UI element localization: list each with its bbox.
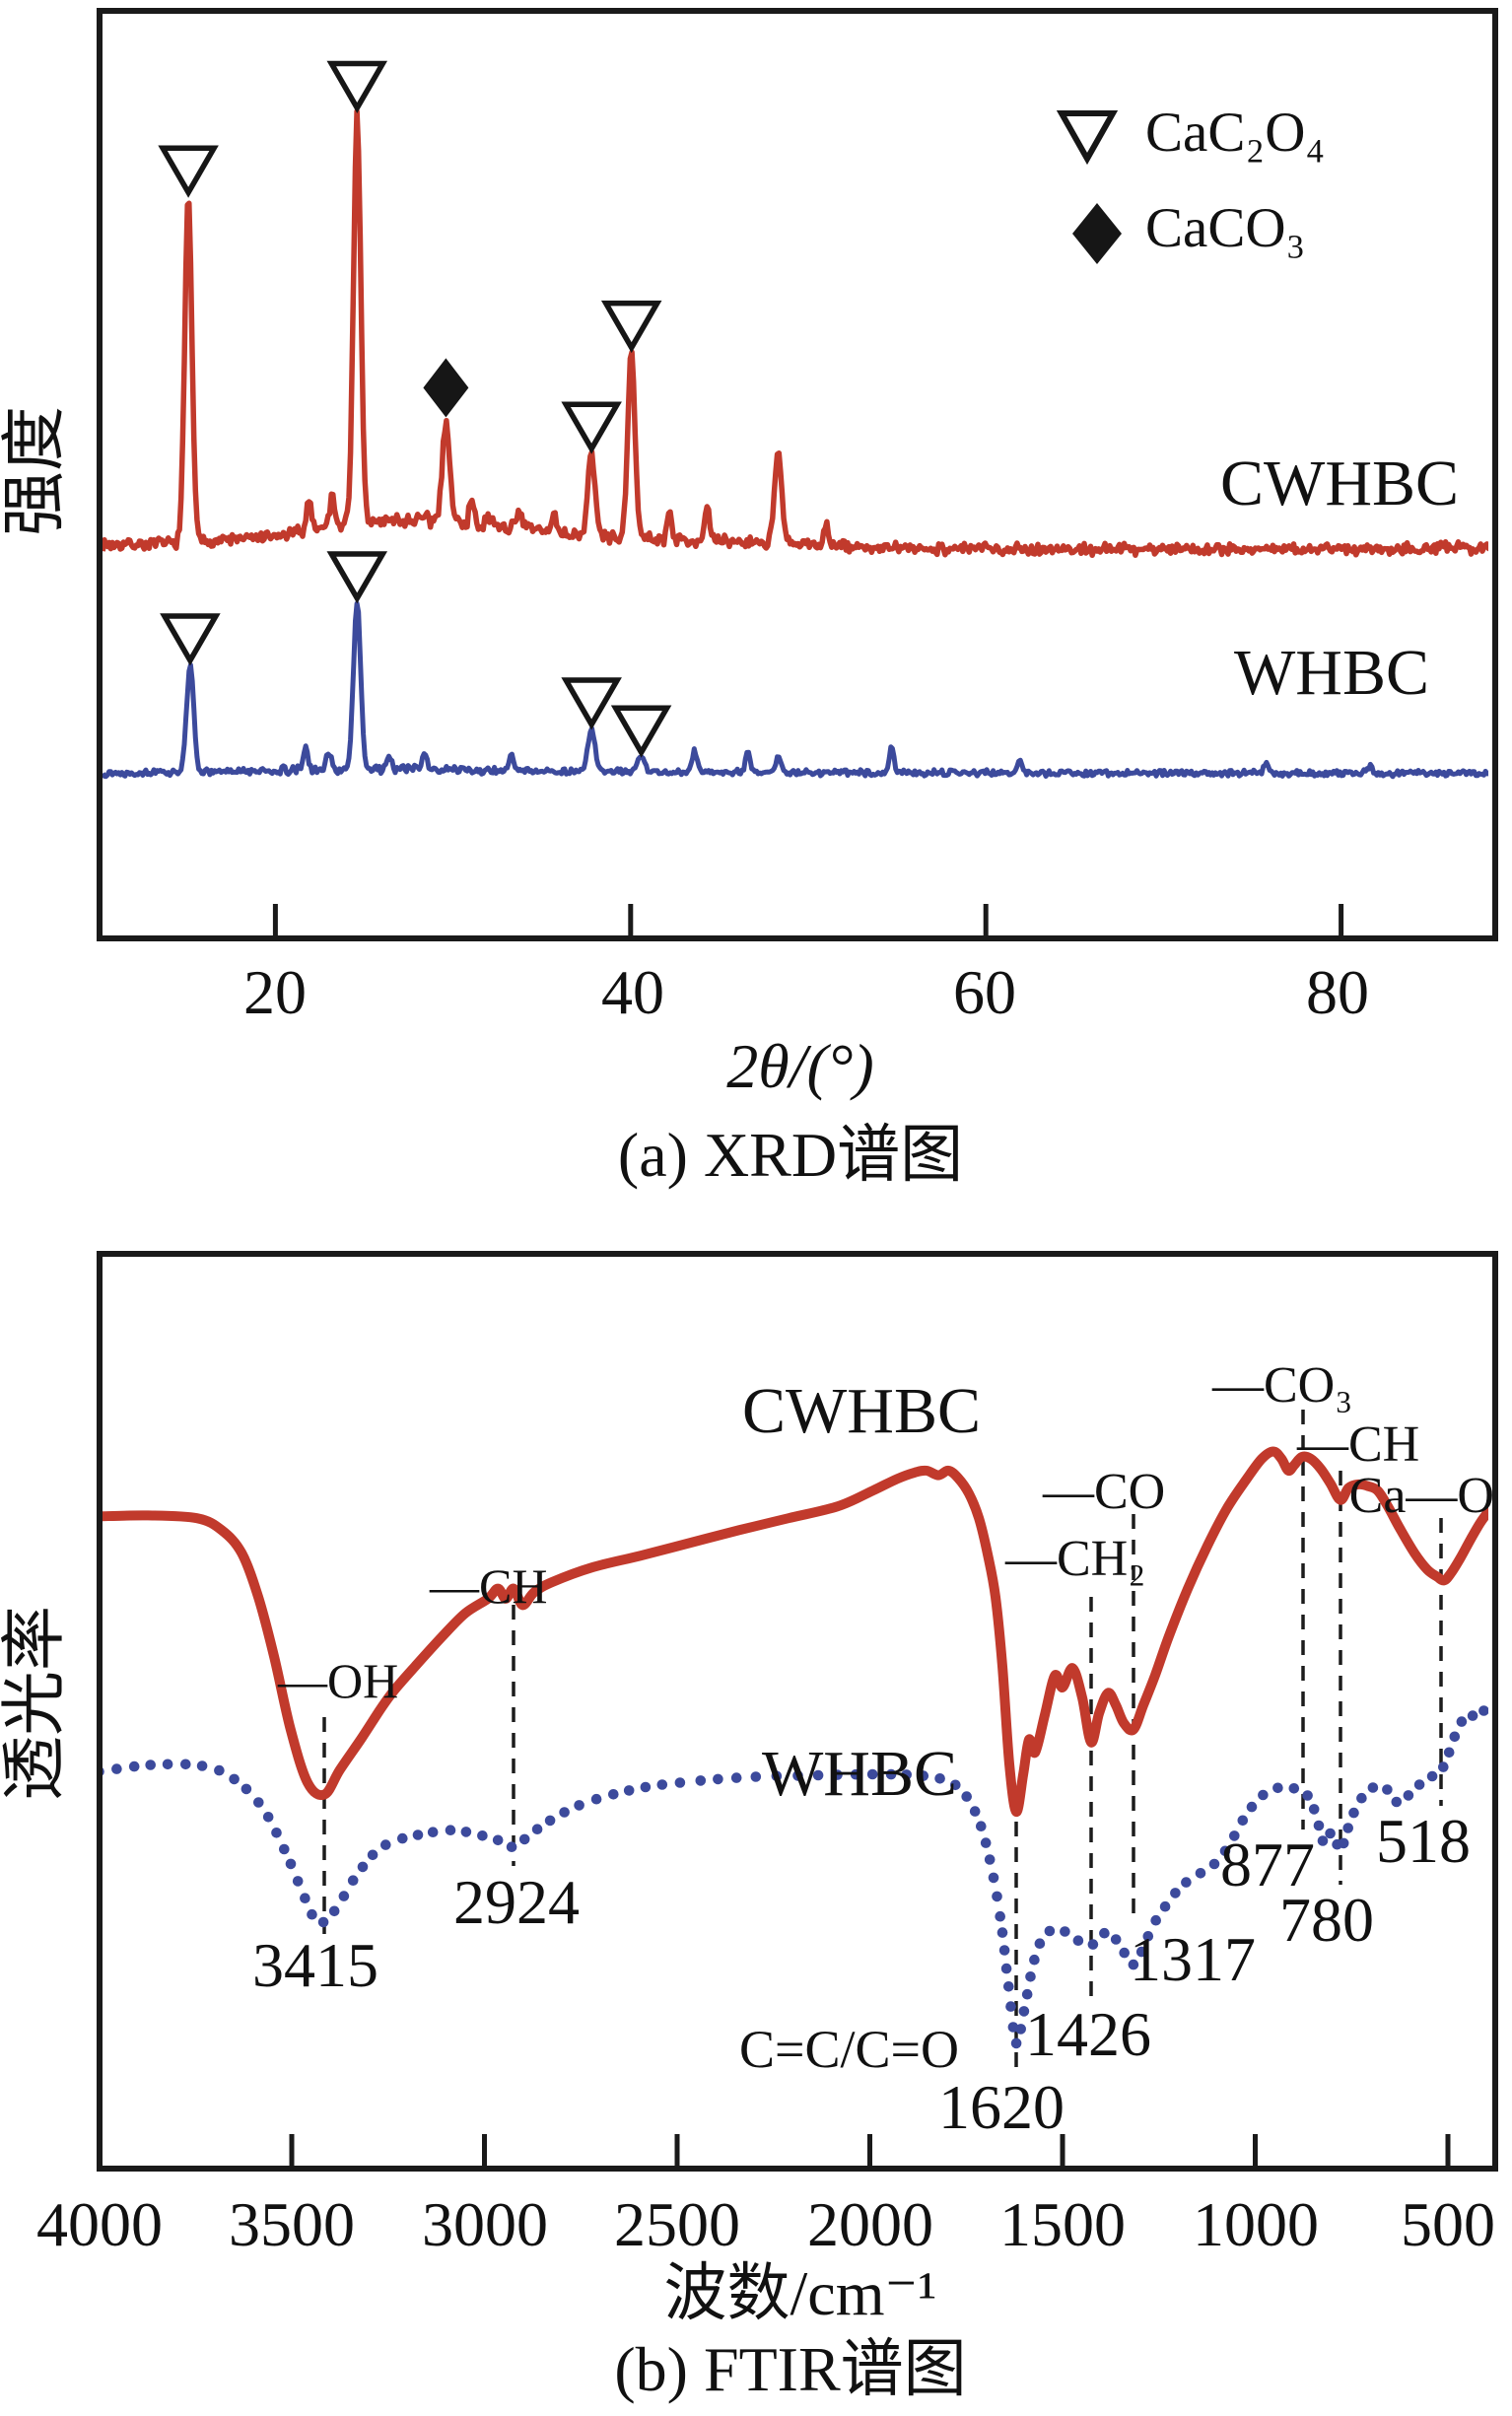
band-label-ch2: —CH₂ — [1005, 1531, 1146, 1587]
legend-item-cac2o4 — [1056, 105, 1119, 171]
xrd-curve-cwhbc — [103, 108, 1488, 559]
ftir-plot-frame — [97, 1251, 1498, 2172]
xrd-peak-markers-cwhbc — [158, 60, 662, 454]
legend-label-cac2o4: CaC₂O₄ — [1145, 102, 1326, 164]
wavenumber-label-2924: 2924 — [453, 1867, 580, 1937]
triangle-down-icon — [1056, 110, 1119, 166]
wavenumber-label-3415: 3415 — [252, 1930, 378, 2000]
ftir-curve-cwhbc — [103, 1446, 1488, 1818]
ftir-curve-whbc — [103, 1705, 1488, 2049]
legend-item-caco3 — [1066, 201, 1128, 270]
triangle-down-icon — [158, 145, 219, 198]
ftir-x-axis-label: 波数/cm⁻¹ — [663, 2258, 937, 2328]
triangle-down-icon — [561, 677, 622, 730]
x-tick-label: 3500 — [229, 2189, 355, 2259]
band-label-ch-780: —CH — [1297, 1416, 1420, 1473]
triangle-down-icon — [610, 705, 672, 758]
band-label-co: —CO — [1043, 1464, 1166, 1520]
xrd-peak-markers-whbc — [160, 551, 672, 758]
band-label-co3: —CO₃ — [1212, 1357, 1353, 1414]
series-label-cwhbc-xrd: CWHBC — [1220, 448, 1460, 519]
series-label-whbc-xrd: WHBC — [1234, 637, 1429, 709]
triangle-down-icon — [160, 613, 221, 666]
xrd-caption: (a) XRD谱图 — [617, 1120, 964, 1190]
triangle-down-icon — [326, 60, 388, 114]
x-tick-label: 2000 — [807, 2189, 933, 2259]
x-tick-label: 1000 — [1193, 2189, 1319, 2259]
wavenumber-label-1620: 1620 — [938, 2072, 1065, 2142]
band-label-oh: —OH — [278, 1653, 399, 1708]
x-tick-label: 40 — [601, 957, 664, 1027]
ftir-y-axis-label: 透光率 — [0, 1606, 71, 1801]
x-tick-label: 80 — [1306, 957, 1369, 1027]
triangle-down-icon — [600, 300, 662, 354]
diamond-icon — [423, 358, 469, 418]
diamond-icon — [1072, 203, 1122, 264]
xrd-y-axis-label: 强度 — [0, 406, 71, 536]
series-label-whbc-ftir: WHBC — [762, 1738, 957, 1810]
band-label-ch-2924: —CH — [430, 1558, 548, 1614]
xrd-x-axis-label: 2θ/(°) — [726, 1031, 874, 1101]
xrd-plot-frame — [97, 8, 1498, 941]
band-label-ca-o: Ca—O — [1348, 1468, 1494, 1524]
xrd-curve-whbc — [103, 600, 1488, 780]
ftir-caption: (b) FTIR谱图 — [614, 2334, 967, 2404]
x-tick-label: 3000 — [422, 2189, 548, 2259]
x-tick-label: 60 — [953, 957, 1016, 1027]
x-tick-label: 500 — [1401, 2189, 1495, 2259]
wavenumber-label-877: 877 — [1220, 1829, 1315, 1899]
x-tick-label: 2500 — [614, 2189, 740, 2259]
legend-label-caco3: CaCO₃ — [1145, 197, 1306, 259]
wavenumber-label-780: 780 — [1279, 1885, 1374, 1955]
x-tick-label: 20 — [243, 957, 307, 1027]
wavenumber-label-518: 518 — [1376, 1806, 1471, 1876]
x-tick-label: 4000 — [36, 2189, 163, 2259]
axis-ticks — [272, 904, 1451, 2166]
wavenumber-label-1426: 1426 — [1025, 1999, 1151, 2069]
series-label-cwhbc-ftir: CWHBC — [741, 1375, 982, 1447]
band-label-cc-co: C=C/C=O — [739, 2020, 959, 2079]
triangle-down-icon — [561, 401, 622, 454]
triangle-down-icon — [326, 551, 388, 604]
x-tick-label: 1500 — [999, 2189, 1126, 2259]
wavenumber-label-1317: 1317 — [1130, 1924, 1256, 1994]
